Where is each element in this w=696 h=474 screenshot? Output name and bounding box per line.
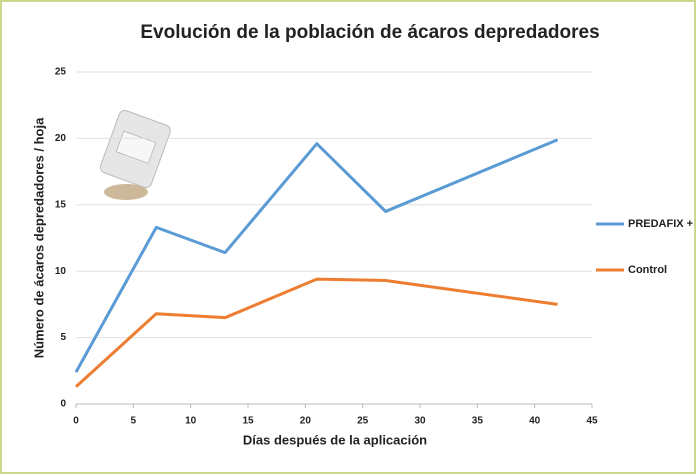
y-tick-label: 15	[55, 199, 67, 210]
x-tick-label: 35	[472, 416, 484, 427]
legend-label: PREDAFIX +	[628, 218, 693, 230]
x-tick-label: 40	[529, 416, 541, 427]
product-image	[99, 110, 171, 200]
series-line	[74, 277, 558, 388]
y-tick-label: 20	[55, 133, 67, 144]
y-axis-label: Número de ácaros depredadores / hoja	[31, 117, 46, 358]
x-tick-label: 10	[185, 416, 197, 427]
legend-label: Control	[628, 264, 667, 276]
x-tick-label: 20	[300, 416, 312, 427]
y-tick-label: 25	[55, 67, 67, 78]
x-tick-label: 45	[586, 416, 598, 427]
x-tick-label: 30	[414, 416, 426, 427]
x-tick-label: 15	[242, 416, 254, 427]
y-tick-label: 10	[55, 266, 67, 277]
x-tick-label: 0	[73, 416, 79, 427]
x-tick-label: 5	[131, 416, 137, 427]
chart-title: Evolución de la población de ácaros depr…	[140, 22, 599, 43]
series-line	[74, 138, 559, 373]
y-tick-label: 5	[60, 332, 66, 343]
x-tick-label: 25	[357, 416, 369, 427]
x-axis-label: Días después de la aplicación	[243, 432, 427, 447]
y-tick-label: 0	[60, 399, 66, 410]
